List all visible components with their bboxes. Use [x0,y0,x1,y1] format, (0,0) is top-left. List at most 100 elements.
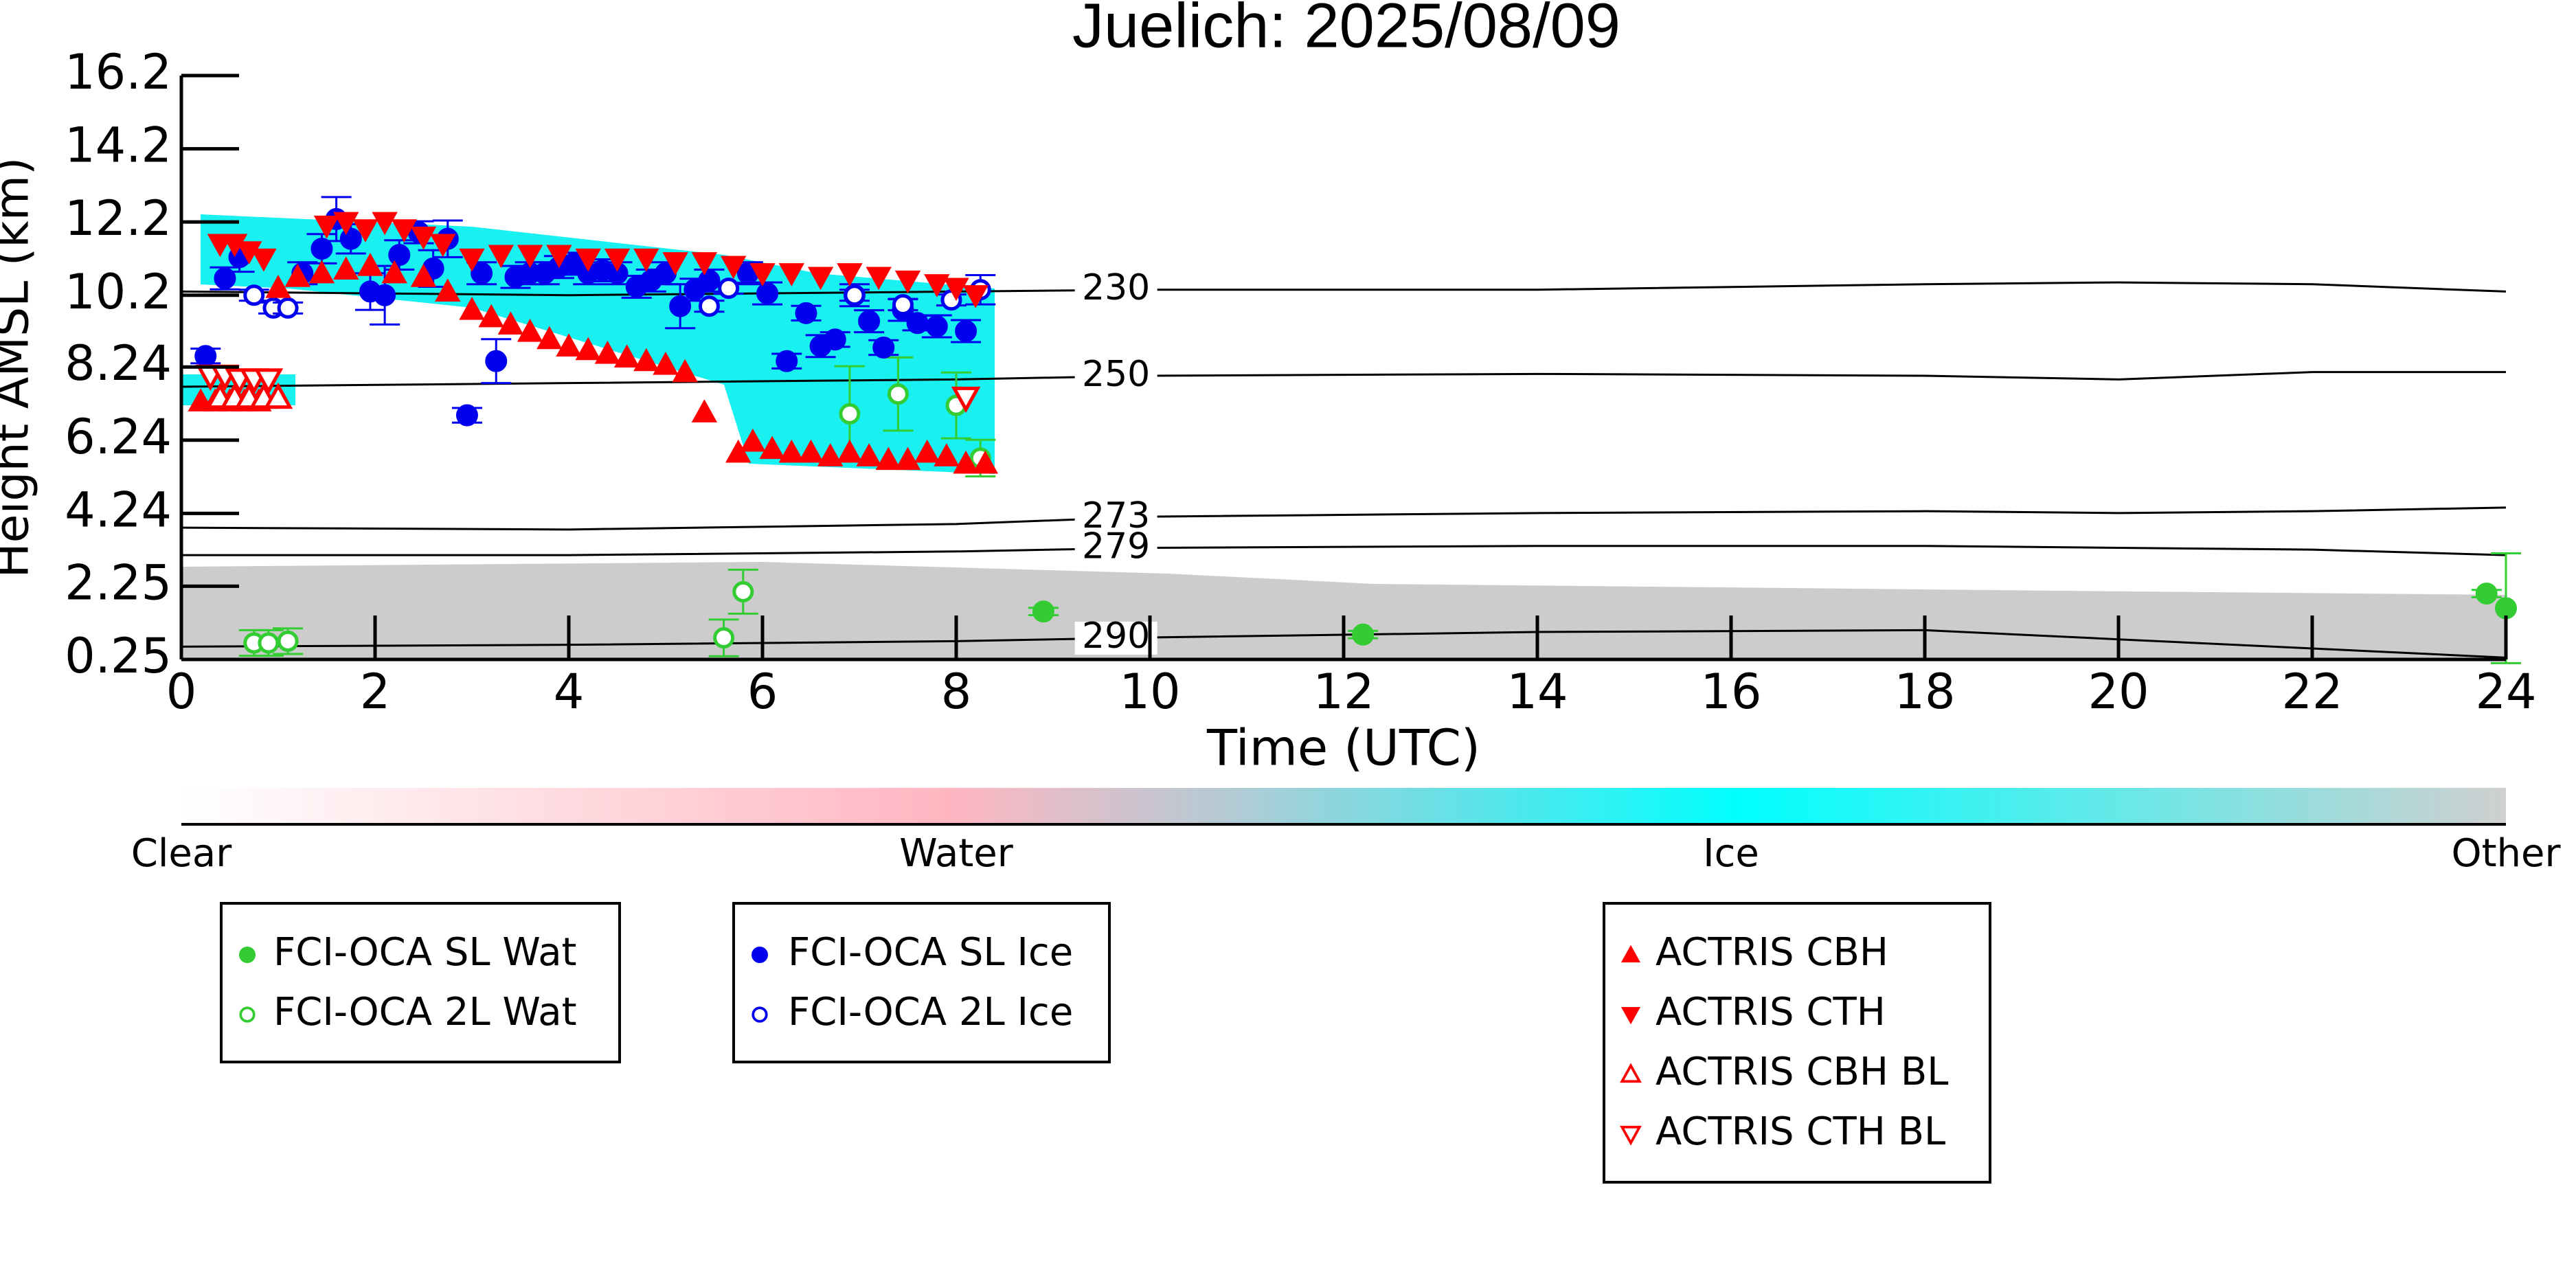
data-point [953,450,979,474]
x-tick-label: 16 [1700,664,1761,720]
data-point [310,238,333,260]
data-point [887,383,909,405]
data-point [894,447,921,471]
data-point [546,245,572,269]
data-point [2475,583,2498,605]
y-tick-label: 2.25 [65,554,172,611]
data-point [374,284,396,306]
data-point [410,264,437,287]
data-point [214,267,236,290]
data-point [776,350,798,372]
data-point [352,219,379,242]
data-point [858,310,881,332]
legend-box [1603,902,1991,1184]
data-point [892,294,914,316]
data-point [837,439,863,463]
data-point [662,252,688,275]
data-point [333,212,359,236]
data-point [517,318,543,342]
data-point [951,386,981,414]
data-point [839,403,861,425]
legend-label: FCI-OCA SL Wat [273,930,577,975]
data-point [381,260,407,284]
data-point [691,399,718,422]
data-point [277,297,299,319]
data-point [669,295,692,317]
data-point [435,278,461,302]
data-point [1032,600,1054,623]
legend-label: FCI-OCA SL Ice [788,930,1073,975]
isotherm-label: 230 [1082,267,1150,308]
data-point [759,436,785,460]
data-point [2495,597,2517,620]
data-point [517,245,543,269]
legend-marker [239,947,256,963]
colorbar-label: Clear [131,831,232,876]
legend-marker [239,1006,256,1023]
data-point [604,248,631,272]
data-point [339,227,362,250]
data-point [866,267,892,291]
data-point [372,212,398,236]
y-tick-label: 8.24 [65,335,172,392]
data-point [497,311,524,335]
data-point [613,344,640,368]
y-tick-label: 6.24 [65,409,172,465]
legend-marker [1620,1007,1641,1025]
x-axis-label: Time (UTC) [1206,719,1480,777]
y-axis-label: Height AMSL (km) [0,157,40,578]
x-tick-label: 4 [554,664,585,720]
data-point [410,226,437,250]
x-tick-label: 6 [747,664,778,720]
legend-box [732,902,1111,1063]
x-tick-label: 2 [360,664,391,720]
legend-marker [1620,1063,1642,1083]
legend-label: FCI-OCA 2L Ice [788,990,1073,1035]
data-point [594,340,621,364]
data-point [740,428,766,452]
data-point [925,315,948,338]
data-point [277,630,299,652]
data-point [575,248,601,272]
y-tick-label: 4.24 [65,482,172,538]
data-point [856,443,882,466]
isotherm [181,506,2507,531]
data-point [713,627,735,649]
legend-label: ACTRIS CTH BL [1656,1109,1945,1154]
data-point [478,304,504,328]
y-tick-label: 10.2 [65,264,172,320]
x-tick-label: 24 [2475,664,2536,720]
data-point [732,580,754,602]
data-point [455,404,478,427]
y-tick-label: 0.25 [65,628,172,684]
data-point [756,282,779,305]
data-point [749,263,776,286]
data-point [778,263,804,286]
data-point [872,336,895,359]
isotherm [181,545,2507,556]
x-tick-label: 22 [2281,664,2342,720]
isotherm-label: 273 [1082,495,1150,536]
data-point [718,278,740,300]
y-tick-label: 16.2 [65,44,172,100]
data-point [795,302,817,324]
data-point [391,219,417,242]
isotherm-label: 279 [1082,526,1150,567]
legend-label: ACTRIS CTH [1656,990,1886,1035]
legend-label: ACTRIS CBH BL [1656,1050,1948,1094]
legend-marker [752,1006,768,1023]
data-point [875,447,901,471]
data-point [471,262,493,284]
data-point [536,326,563,350]
x-tick-label: 8 [941,664,972,720]
data-point [943,278,969,302]
data-point [357,253,383,276]
data-point [914,439,940,463]
data-point [972,450,998,474]
x-tick-label: 12 [1313,664,1374,720]
x-tick-label: 20 [2088,664,2149,720]
data-point [844,284,866,306]
colorbar-label: Water [899,831,1014,876]
data-point [308,260,335,284]
